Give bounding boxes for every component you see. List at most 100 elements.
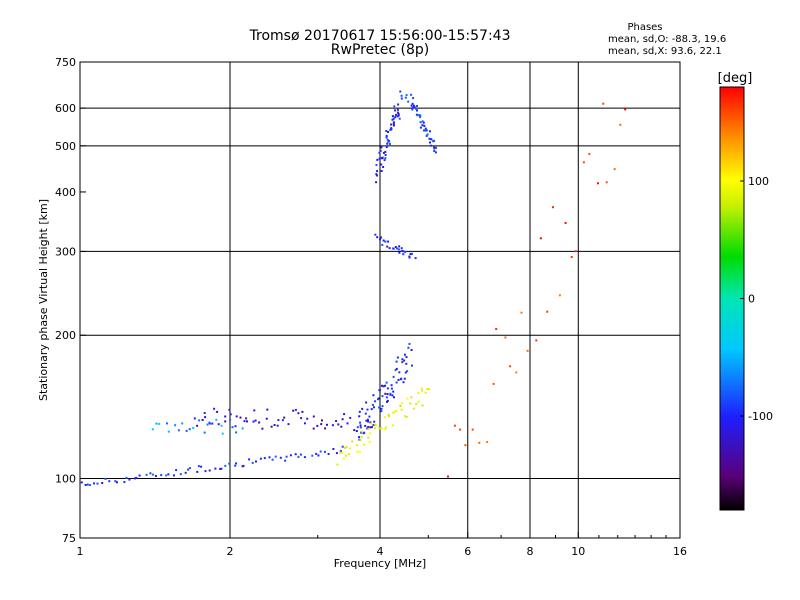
data-point bbox=[386, 142, 389, 145]
data-point bbox=[386, 245, 389, 248]
data-point bbox=[289, 454, 292, 457]
legend-line-x: mean, sd,X: 93.6, 22.1 bbox=[608, 46, 722, 57]
x-tick-label-2: 2 bbox=[227, 545, 234, 558]
data-point bbox=[188, 428, 191, 431]
data-point bbox=[369, 421, 372, 424]
data-point bbox=[390, 127, 393, 129]
data-point bbox=[216, 410, 219, 413]
data-point bbox=[235, 415, 238, 418]
data-point bbox=[160, 474, 163, 477]
data-point bbox=[221, 432, 224, 435]
data-point bbox=[376, 236, 379, 239]
data-point bbox=[380, 407, 383, 410]
data-point bbox=[421, 389, 423, 392]
data-point bbox=[404, 371, 407, 374]
data-point bbox=[339, 450, 342, 453]
data-point bbox=[400, 249, 403, 252]
data-point bbox=[410, 396, 413, 399]
data-point bbox=[268, 456, 271, 459]
data-point bbox=[419, 121, 422, 124]
data-point bbox=[423, 129, 426, 132]
data-point bbox=[361, 407, 364, 410]
data-point bbox=[417, 392, 420, 395]
data-point bbox=[158, 422, 161, 425]
data-point bbox=[386, 387, 389, 390]
data-point bbox=[384, 392, 387, 395]
data-point bbox=[374, 233, 377, 236]
data-point bbox=[429, 141, 431, 144]
data-point bbox=[375, 173, 378, 176]
data-point bbox=[319, 450, 322, 453]
data-point bbox=[283, 416, 286, 419]
data-point bbox=[321, 419, 323, 422]
data-point bbox=[564, 222, 567, 224]
plot-area: 1 2 4 6 8 10 16 75 100 200 300 400 500 600 750 bbox=[55, 56, 687, 558]
data-point bbox=[410, 93, 413, 96]
data-point bbox=[420, 387, 423, 390]
series-5 bbox=[374, 233, 417, 260]
legend-heading: Phases bbox=[627, 22, 662, 33]
data-point bbox=[166, 422, 168, 425]
data-point bbox=[373, 420, 376, 423]
colorbar-label: [deg] bbox=[718, 71, 753, 86]
data-point bbox=[425, 134, 428, 137]
x-tick-label-1: 1 bbox=[77, 545, 84, 558]
data-point bbox=[358, 436, 360, 438]
data-point bbox=[184, 471, 187, 474]
data-point bbox=[252, 420, 255, 423]
data-point bbox=[385, 135, 388, 137]
data-point bbox=[273, 424, 276, 426]
data-point bbox=[613, 168, 616, 171]
series-4 bbox=[336, 387, 431, 466]
data-point bbox=[365, 401, 368, 404]
data-point bbox=[410, 104, 413, 107]
data-point bbox=[374, 423, 377, 426]
data-point bbox=[355, 444, 358, 447]
data-point bbox=[385, 146, 388, 148]
data-point bbox=[390, 384, 393, 387]
data-point bbox=[88, 484, 91, 486]
data-point bbox=[411, 364, 413, 367]
data-point bbox=[344, 447, 346, 449]
data-point bbox=[390, 123, 393, 126]
data-point bbox=[552, 206, 554, 209]
data-point bbox=[392, 121, 395, 124]
data-point bbox=[369, 432, 372, 435]
legend-line-o: mean, sd,O: -88.3, 19.6 bbox=[608, 34, 726, 45]
data-point bbox=[588, 153, 591, 155]
data-point bbox=[235, 462, 238, 465]
data-point bbox=[229, 418, 232, 421]
data-point bbox=[174, 424, 177, 427]
data-point bbox=[410, 349, 413, 351]
data-point bbox=[234, 464, 237, 467]
data-point bbox=[167, 430, 170, 433]
x-tick-label-10: 10 bbox=[571, 545, 585, 558]
data-point bbox=[391, 118, 394, 121]
data-point bbox=[217, 423, 220, 426]
chart-title: Tromsø 20170617 15:56:00-15:57:43 bbox=[249, 28, 511, 44]
data-point bbox=[394, 369, 397, 372]
grid bbox=[80, 62, 680, 538]
data-point bbox=[376, 170, 379, 173]
data-point bbox=[424, 129, 427, 132]
data-point bbox=[406, 397, 409, 400]
data-point bbox=[378, 427, 381, 430]
data-point bbox=[429, 130, 431, 133]
data-point bbox=[367, 420, 369, 423]
data-point bbox=[403, 377, 406, 380]
data-point bbox=[243, 420, 246, 423]
data-point bbox=[383, 416, 386, 419]
data-point bbox=[299, 453, 302, 456]
data-point bbox=[385, 381, 388, 384]
data-point bbox=[254, 419, 257, 422]
data-point bbox=[602, 102, 605, 105]
data-point bbox=[292, 409, 295, 412]
data-point bbox=[381, 405, 384, 408]
data-point bbox=[416, 109, 418, 112]
data-point bbox=[284, 459, 287, 462]
data-point bbox=[297, 455, 300, 458]
data-point bbox=[303, 456, 306, 459]
data-point bbox=[372, 394, 375, 397]
data-point bbox=[392, 424, 394, 427]
data-point bbox=[397, 248, 400, 251]
